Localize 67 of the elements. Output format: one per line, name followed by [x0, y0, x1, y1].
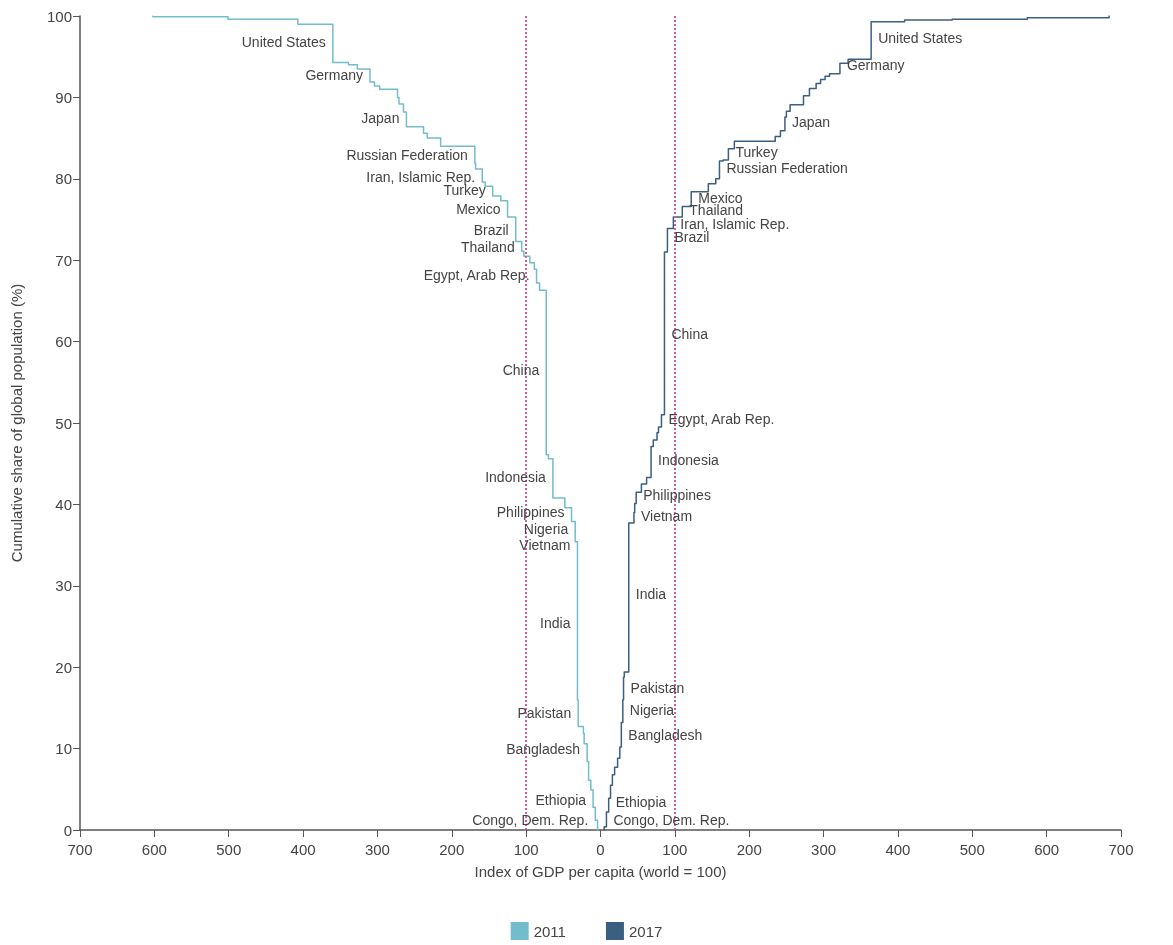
annotation: Japan	[361, 109, 400, 126]
y-tick-label: 100	[46, 7, 72, 25]
y-tick-label: 60	[55, 333, 72, 351]
y-tick-label: 30	[55, 577, 72, 595]
x-tick-label: 0	[596, 841, 605, 858]
y-tick-label: 90	[55, 88, 72, 106]
annotation: Vietnam	[519, 537, 571, 554]
y-tick-label: 40	[55, 495, 72, 513]
x-tick-label: 500	[216, 841, 242, 858]
line-series	[152, 15, 599, 831]
y-tick-label: 80	[55, 170, 72, 188]
annotation: Indonesia	[658, 451, 719, 468]
x-tick-label: 400	[290, 841, 316, 858]
annotation: Bangladesh	[628, 726, 703, 743]
annotation: Germany	[846, 56, 905, 73]
y-tick-label: 0	[63, 821, 72, 839]
annotation: India	[540, 615, 571, 632]
annotation: United States	[241, 34, 326, 51]
annotation: Mexico	[456, 200, 501, 217]
x-tick-label: 700	[67, 841, 93, 858]
x-tick-label: 500	[959, 841, 985, 858]
annotation: Nigeria	[629, 702, 675, 719]
annotation: Nigeria	[523, 520, 569, 537]
annotation: Pakistan	[517, 704, 572, 721]
annotation: China	[502, 362, 540, 379]
x-tick-label: 400	[885, 841, 911, 858]
x-tick-label: 100	[662, 841, 688, 858]
legend-label: 2011	[533, 922, 566, 940]
annotation: United States	[878, 29, 963, 46]
x-tick-label: 300	[364, 841, 390, 858]
y-tick-label: 50	[55, 414, 72, 432]
y-tick-label: 70	[55, 251, 72, 269]
annotation: Germany	[305, 66, 363, 83]
y-tick-label: 20	[55, 658, 72, 676]
annotation: Bangladesh	[506, 740, 581, 757]
annotation: Brazil	[473, 222, 509, 239]
x-tick-label: 100	[513, 841, 539, 858]
annotation: Japan	[791, 113, 831, 130]
annotation: Vietnam	[640, 507, 693, 524]
x-axis-title: Index of GDP per capita (world = 100)	[474, 863, 727, 880]
annotation: Ethiopia	[535, 791, 587, 808]
annotation: China	[671, 326, 709, 343]
annotation: Egypt, Arab Rep.	[423, 266, 530, 283]
annotation: Philippines	[496, 503, 565, 520]
annotation: Egypt, Arab Rep.	[668, 410, 775, 427]
y-axis-title: Cumulative share of global population (%)	[8, 283, 25, 563]
legend-label: 2017	[628, 922, 663, 940]
line-series	[603, 15, 1110, 831]
annotation: Turkey	[735, 143, 778, 160]
annotation: Pakistan	[630, 680, 685, 697]
annotation: Russian Federation	[726, 160, 848, 177]
annotation: Russian Federation	[346, 147, 468, 164]
annotation: Indonesia	[485, 468, 547, 485]
annotation: Ethiopia	[615, 794, 667, 811]
annotation: Congo, Dem. Rep.	[472, 812, 589, 829]
annotation: India	[635, 585, 667, 602]
y-tick-label: 10	[55, 740, 72, 758]
x-tick-label: 300	[811, 841, 837, 858]
annotation: Philippines	[643, 486, 711, 503]
annotation: Congo, Dem. Rep.	[613, 812, 730, 829]
x-tick-label: 200	[439, 841, 465, 858]
x-tick-label: 600	[1034, 841, 1060, 858]
annotation: Thailand	[460, 239, 515, 256]
x-tick-label: 200	[736, 841, 762, 858]
annotation: Iran, Islamic Rep.	[366, 169, 476, 186]
x-tick-label: 700	[1108, 841, 1134, 858]
x-tick-label: 600	[141, 841, 167, 858]
